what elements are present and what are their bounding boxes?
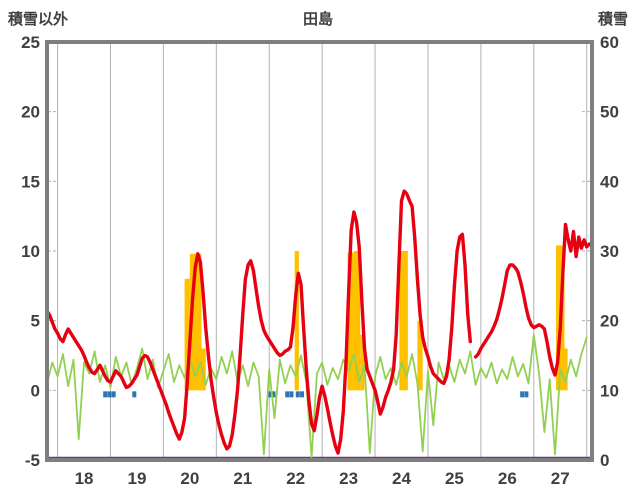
svg-text:20: 20: [21, 103, 40, 122]
left-axis-title: 積雪以外: [8, 11, 69, 28]
svg-text:0: 0: [600, 451, 609, 470]
svg-text:40: 40: [600, 172, 619, 191]
svg-text:30: 30: [600, 242, 619, 261]
svg-text:19: 19: [127, 469, 146, 488]
chart-title: 田島: [302, 11, 333, 28]
svg-text:25: 25: [445, 469, 464, 488]
svg-text:5: 5: [31, 312, 40, 331]
svg-text:20: 20: [180, 469, 199, 488]
svg-text:22: 22: [286, 469, 305, 488]
svg-text:15: 15: [21, 172, 40, 191]
svg-text:26: 26: [498, 469, 517, 488]
svg-text:21: 21: [233, 469, 252, 488]
svg-text:25: 25: [21, 33, 40, 52]
svg-text:10: 10: [600, 381, 619, 400]
svg-text:-5: -5: [25, 451, 40, 470]
right-axis-title: 積雪: [597, 11, 628, 28]
svg-text:50: 50: [600, 103, 619, 122]
svg-text:27: 27: [551, 469, 570, 488]
svg-text:24: 24: [392, 469, 411, 488]
svg-text:20: 20: [600, 312, 619, 331]
svg-text:60: 60: [600, 33, 619, 52]
svg-text:23: 23: [339, 469, 358, 488]
svg-text:0: 0: [31, 381, 40, 400]
svg-text:18: 18: [75, 469, 94, 488]
svg-text:10: 10: [21, 242, 40, 261]
